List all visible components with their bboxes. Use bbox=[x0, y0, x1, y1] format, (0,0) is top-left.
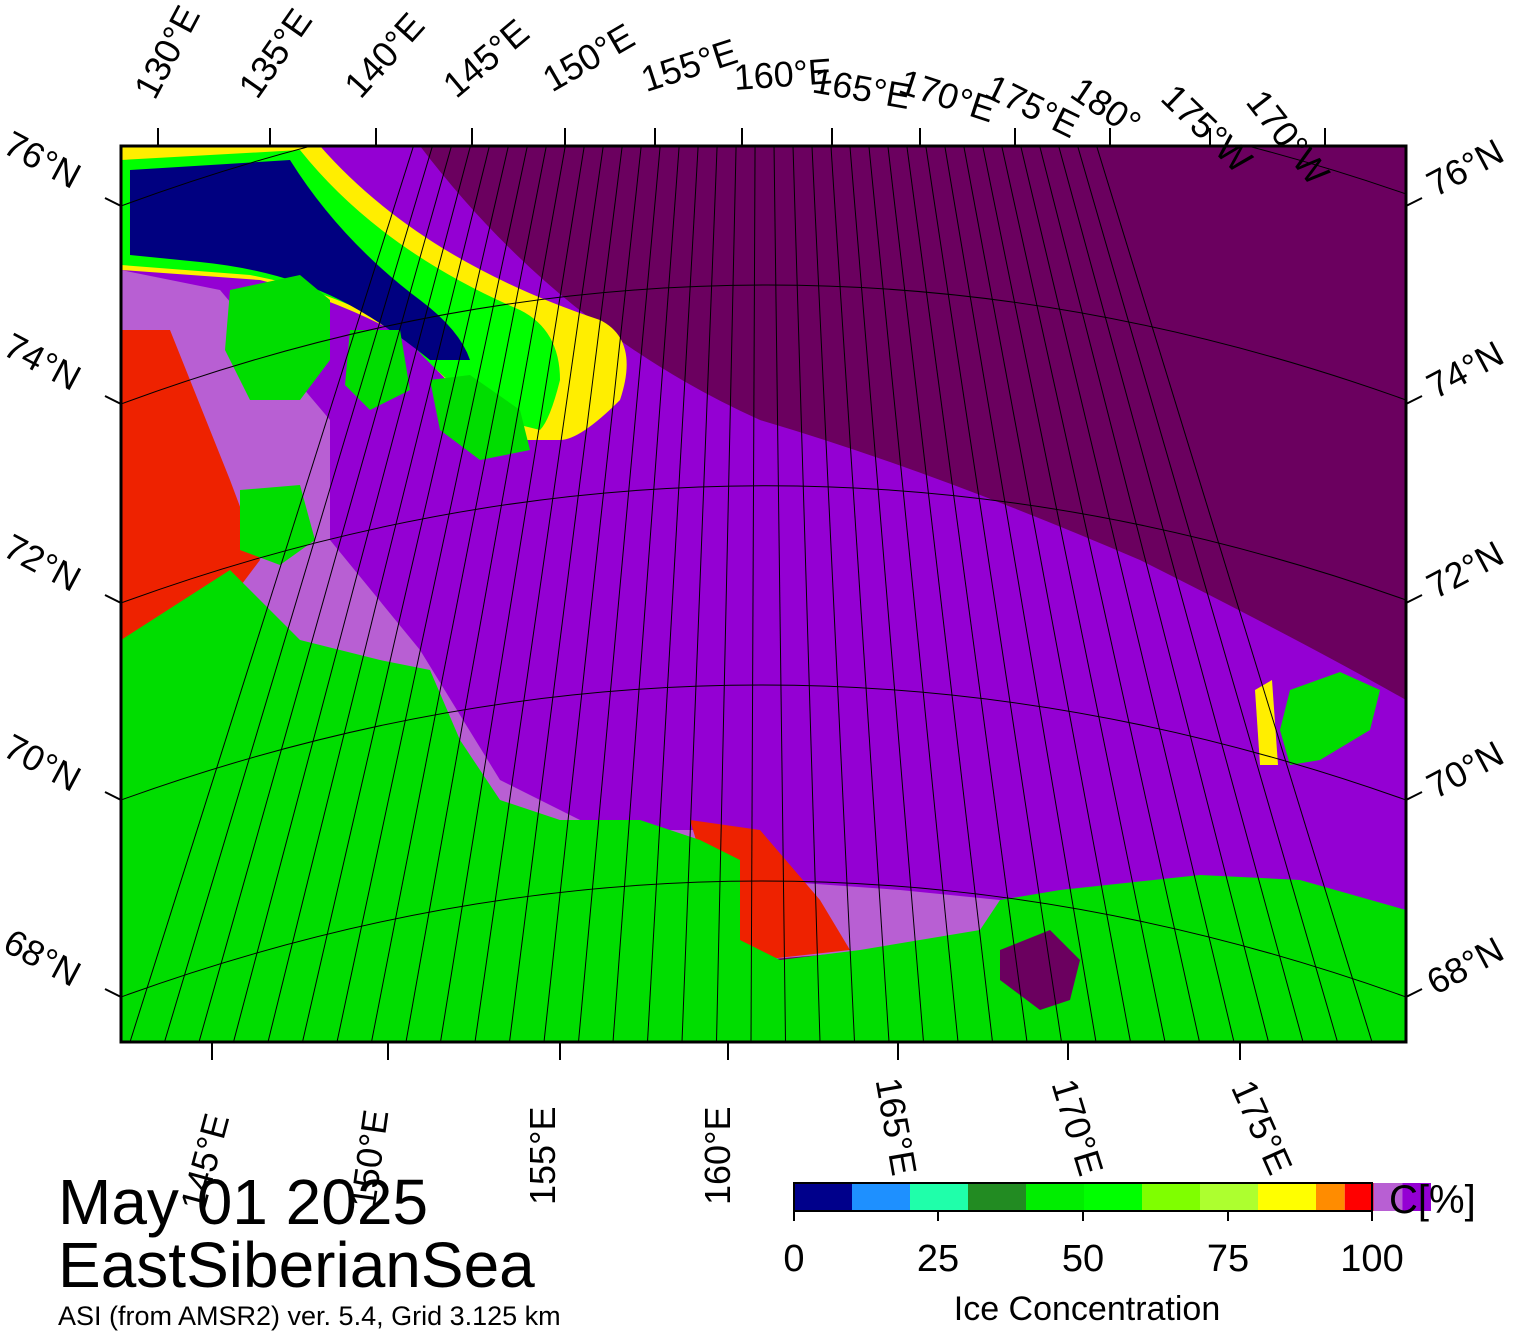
meridian-line bbox=[267, 146, 490, 1042]
lon-label-bottom-2: 155°E bbox=[522, 1106, 563, 1205]
meridian-line bbox=[1039, 146, 1269, 1042]
meridian-line bbox=[906, 146, 1028, 1042]
map-source: ASI (from AMSR2) ver. 5.4, Grid 3.125 km bbox=[58, 1301, 561, 1331]
meridian-line bbox=[963, 146, 1131, 1042]
polynya-nw-deep bbox=[130, 160, 470, 360]
lat-tick-right bbox=[1405, 594, 1423, 604]
meridian-line bbox=[1077, 146, 1338, 1042]
map-date: May 01 2025 bbox=[58, 1166, 429, 1238]
colorbar-swatch bbox=[1258, 1183, 1316, 1211]
meridian-line bbox=[811, 146, 855, 1042]
colorbar-tick-100: 100 bbox=[1340, 1238, 1404, 1280]
meridian-line bbox=[750, 146, 756, 1042]
colorbar bbox=[793, 1182, 1431, 1221]
lat-tick-left bbox=[104, 197, 122, 207]
colorbar-tick-75: 75 bbox=[1206, 1238, 1250, 1280]
meridian-line bbox=[543, 146, 642, 1042]
meridian-line bbox=[164, 146, 433, 1042]
lat-tick-right bbox=[1405, 791, 1423, 801]
colorbar-tick-0: 0 bbox=[783, 1238, 805, 1280]
lat-tick-right bbox=[1405, 395, 1423, 405]
meridian-line bbox=[925, 146, 1062, 1042]
lon-label-bottom-3: 160°E bbox=[697, 1106, 738, 1205]
colorbar-swatch bbox=[1373, 1183, 1403, 1211]
meridian-line bbox=[336, 146, 528, 1042]
meridian-line bbox=[982, 146, 1166, 1042]
meridian-line bbox=[612, 146, 680, 1042]
land-mainland bbox=[121, 570, 1406, 1042]
colorbar-tick-50: 50 bbox=[1061, 1238, 1105, 1280]
lat-tick-right bbox=[1405, 197, 1423, 207]
colorbar-swatch bbox=[1344, 1183, 1374, 1211]
meridian-line bbox=[887, 146, 993, 1042]
colorbar-swatch bbox=[852, 1183, 910, 1211]
meridian-line bbox=[773, 146, 786, 1042]
colorbar-swatch bbox=[910, 1183, 968, 1211]
lat-tick-left bbox=[104, 988, 122, 998]
meridian-line bbox=[849, 146, 924, 1042]
meridian-line bbox=[371, 146, 547, 1042]
meridian-line bbox=[302, 146, 509, 1042]
land-bunge bbox=[430, 375, 530, 460]
meridian-line bbox=[198, 146, 452, 1042]
colorbar-tick-25: 25 bbox=[916, 1238, 960, 1280]
colorbar-swatch bbox=[1402, 1183, 1431, 1211]
meridian-line bbox=[233, 146, 471, 1042]
meridian-line bbox=[647, 146, 699, 1042]
colorbar-swatch bbox=[1316, 1183, 1345, 1211]
lat-tick-left bbox=[104, 395, 122, 405]
meridian-line bbox=[509, 146, 623, 1042]
meridian-line bbox=[944, 146, 1097, 1042]
meridian-line bbox=[474, 146, 604, 1042]
meridian-line bbox=[681, 146, 718, 1042]
graticule-meridians bbox=[129, 146, 1373, 1042]
meridian-line bbox=[792, 146, 821, 1042]
colorbar-unit: C[%] bbox=[1389, 1178, 1476, 1222]
meridian-line bbox=[1001, 146, 1200, 1042]
land-wrangel bbox=[1280, 672, 1380, 765]
frame-ticks bbox=[104, 128, 1423, 1060]
lat-tick-left bbox=[104, 791, 122, 801]
colorbar-swatch bbox=[1026, 1183, 1084, 1211]
meridian-line bbox=[868, 146, 959, 1042]
lat-tick-right bbox=[1405, 988, 1423, 998]
meridian-line bbox=[716, 146, 737, 1042]
wrangel-margin bbox=[1255, 680, 1278, 765]
meridian-line bbox=[1020, 146, 1235, 1042]
meridian-line bbox=[1096, 146, 1373, 1042]
colorbar-swatch bbox=[1200, 1183, 1258, 1211]
meridian-line bbox=[129, 146, 414, 1042]
land-kotelny bbox=[225, 275, 330, 400]
graticule-parallels bbox=[121, 146, 1406, 998]
map-frame bbox=[119, 144, 1408, 1044]
colorbar-swatch bbox=[968, 1183, 1026, 1211]
meridian-line bbox=[578, 146, 661, 1042]
meridian-line bbox=[440, 146, 585, 1042]
meridian-line bbox=[405, 146, 566, 1042]
lat-tick-left bbox=[104, 594, 122, 604]
land-lyakhovsky bbox=[240, 485, 315, 565]
map-region: EastSiberianSea bbox=[58, 1229, 535, 1301]
meridian-line bbox=[830, 146, 890, 1042]
colorbar-swatch bbox=[1084, 1183, 1142, 1211]
colorbar-swatch bbox=[794, 1183, 852, 1211]
colorbar-title: Ice Concentration bbox=[953, 1290, 1221, 1328]
meridian-line bbox=[1058, 146, 1304, 1042]
colorbar-swatch bbox=[1142, 1183, 1200, 1211]
